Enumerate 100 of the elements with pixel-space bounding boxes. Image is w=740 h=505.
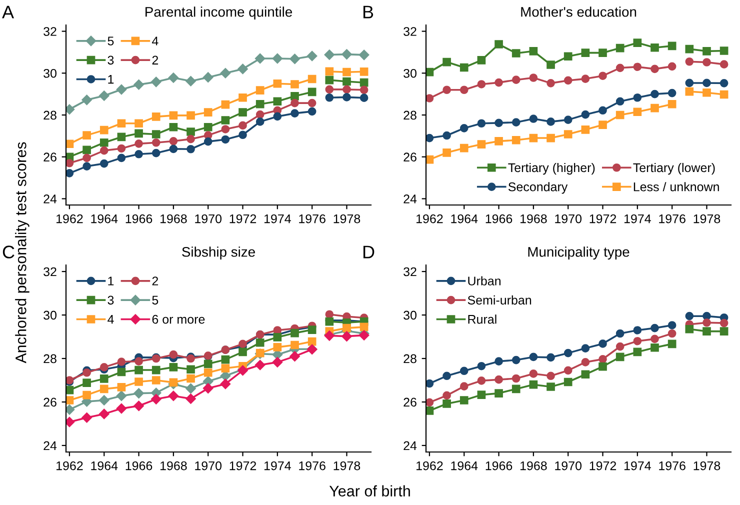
point	[650, 43, 659, 52]
x-tick-label: 1968	[160, 214, 187, 224]
point	[221, 125, 230, 134]
point	[186, 365, 195, 374]
point	[272, 53, 283, 64]
point	[529, 74, 538, 82]
point	[546, 60, 555, 69]
x-tick-label: 1978	[694, 214, 720, 224]
point	[564, 130, 572, 138]
point	[546, 134, 555, 142]
point	[273, 112, 282, 121]
x-tick-label: 1972	[230, 461, 256, 470]
point	[342, 93, 351, 102]
x-tick-label: 1970	[555, 214, 582, 224]
point	[66, 404, 75, 415]
point	[598, 362, 607, 371]
point	[477, 390, 486, 399]
y-tick-label: 28	[404, 110, 416, 120]
point	[100, 384, 108, 394]
point	[290, 80, 299, 88]
point	[134, 80, 144, 90]
point	[477, 119, 486, 128]
point	[82, 146, 91, 154]
x-tick-label: 1972	[590, 461, 616, 470]
x-tick-label: 1972	[590, 214, 616, 224]
point	[494, 78, 503, 87]
point	[134, 357, 143, 366]
point	[650, 334, 659, 344]
point	[546, 79, 555, 88]
point	[702, 78, 711, 88]
point	[134, 366, 143, 374]
point	[342, 49, 352, 60]
point	[238, 121, 247, 130]
point	[512, 374, 520, 383]
point	[204, 360, 212, 368]
point	[426, 134, 434, 142]
y-tick-label: 32	[44, 267, 56, 276]
point	[668, 88, 676, 98]
point	[134, 400, 144, 412]
point	[494, 389, 503, 398]
point	[82, 162, 91, 170]
point	[564, 52, 572, 61]
point	[685, 44, 694, 54]
x-tick-label: 1964	[91, 214, 118, 224]
point	[82, 390, 91, 400]
point	[82, 378, 91, 388]
point	[426, 68, 434, 76]
point	[546, 372, 555, 380]
point	[426, 155, 434, 164]
point	[360, 68, 368, 76]
point	[494, 375, 503, 384]
point	[668, 329, 676, 338]
point	[342, 324, 351, 332]
y-tick-label: 30	[404, 68, 416, 78]
point	[685, 87, 694, 96]
point	[186, 111, 195, 120]
x-tick-label: 1976	[659, 461, 686, 470]
point	[100, 363, 108, 372]
point	[117, 119, 126, 128]
point	[290, 340, 299, 350]
point	[151, 76, 162, 88]
point	[616, 352, 624, 362]
point	[306, 50, 318, 62]
point	[426, 406, 434, 415]
x-tick-label: 1964	[91, 461, 118, 470]
x-tick-label: 1970	[555, 461, 582, 470]
point	[581, 370, 590, 379]
legend-label: Less / unknown	[634, 182, 719, 192]
point	[221, 116, 230, 124]
point	[186, 374, 195, 383]
point	[494, 40, 503, 48]
x-tick-label: 1964	[451, 214, 478, 224]
y-tick-label: 32	[404, 267, 416, 276]
x-tick-label: 1974	[264, 214, 291, 224]
point	[512, 76, 520, 84]
point	[360, 86, 368, 94]
point	[460, 86, 468, 94]
point	[116, 84, 127, 95]
point	[308, 326, 316, 334]
point	[650, 90, 659, 98]
point	[702, 327, 711, 336]
point	[512, 136, 520, 144]
point	[238, 64, 248, 74]
point	[82, 131, 91, 140]
point	[598, 48, 607, 58]
x-tick-label: 1978	[334, 214, 360, 224]
point	[308, 74, 316, 84]
point	[564, 366, 572, 375]
point	[720, 60, 728, 69]
point	[426, 398, 434, 407]
point	[66, 169, 74, 178]
legend-label: Rural	[468, 314, 496, 324]
point	[633, 108, 642, 116]
point	[186, 76, 196, 86]
point	[581, 358, 590, 366]
point	[186, 383, 196, 394]
point	[685, 312, 694, 320]
y-tick-label: 24	[44, 194, 57, 204]
point	[598, 354, 607, 364]
point	[442, 58, 451, 66]
